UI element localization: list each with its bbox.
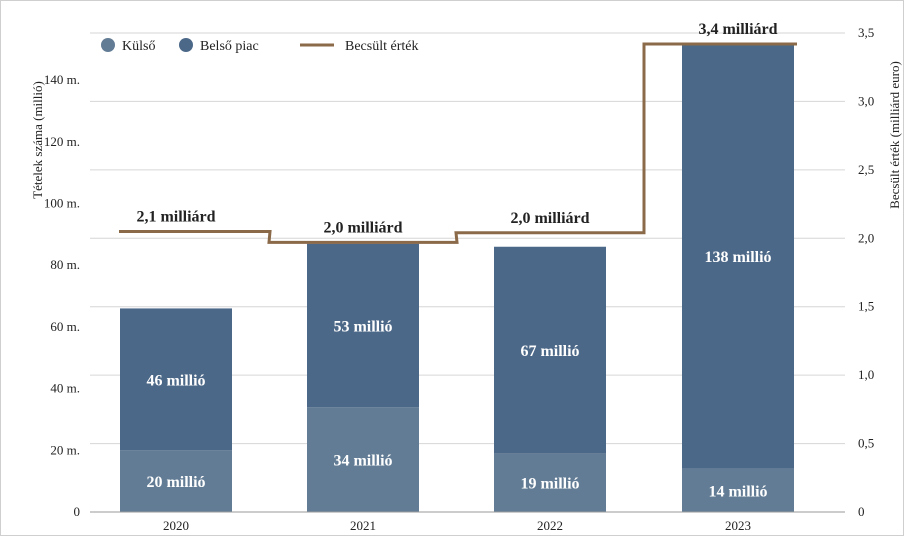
y-tick-label-left: 60 m. <box>50 319 80 334</box>
bar-segment <box>307 407 419 512</box>
x-tick-label: 2022 <box>537 518 563 533</box>
bar-segment <box>120 450 232 512</box>
y-tick-label-right: 3,0 <box>858 93 874 108</box>
line-value-label: 2,0 milliárd <box>510 210 589 227</box>
line-value-label: 2,0 milliárd <box>323 219 402 236</box>
bar-segment-label: 34 millió <box>333 453 392 470</box>
line-value-label: 2,1 milliárd <box>136 208 215 225</box>
y-tick-label-right: 1,5 <box>858 299 874 314</box>
legend-label-kulso: Külső <box>122 39 155 54</box>
bar-segment <box>682 43 794 469</box>
bars: 20 millió 46 millió 34 millió 53 millió 19 m… <box>120 43 794 512</box>
bar-segment-label: 53 millió <box>333 318 392 335</box>
bar-segment-label: 19 millió <box>520 476 579 493</box>
estimated-value-line: 2,1 milliárd 2,0 milliárd 2,0 milliárd 3,4 … <box>119 21 797 244</box>
bar-segment <box>682 468 794 512</box>
y-tick-label-left: 80 m. <box>50 257 80 272</box>
bar-segment-label: 138 millió <box>704 249 771 266</box>
bar-segment-label: 67 millió <box>520 343 579 360</box>
y-tick-label-left: 40 m. <box>50 381 80 396</box>
bar-segment-label: 20 millió <box>146 474 205 491</box>
estimated-value-step-line <box>119 42 797 244</box>
bar-segment <box>120 308 232 451</box>
bar-segment <box>494 453 606 512</box>
y-tick-label-left: 140 m. <box>44 72 80 87</box>
y-tick-label-left: 120 m. <box>44 134 80 149</box>
y-tick-label-right: 2,5 <box>858 162 874 177</box>
legend-marker-kulso <box>101 38 115 52</box>
x-tick-label: 2023 <box>725 518 751 533</box>
line-value-label: 3,4 milliárd <box>698 21 777 38</box>
y-tick-label-right: 3,5 <box>858 25 874 40</box>
x-tick-label: 2020 <box>163 518 189 533</box>
y-tick-label-right: 0,5 <box>858 436 874 451</box>
y-tick-label-left: 20 m. <box>50 442 80 457</box>
y-axis-title-right: Becsült érték (milliárd euro) <box>887 61 902 209</box>
y-tick-label-left: 100 m. <box>44 196 80 211</box>
y-tick-label-right: 0 <box>858 504 865 519</box>
y-axis-title-left: Tételek száma (millió) <box>30 81 45 199</box>
x-tick-label: 2021 <box>350 518 376 533</box>
y-tick-label-left: 0 <box>74 504 81 519</box>
y-tick-label-right: 2,0 <box>858 230 874 245</box>
bar-segment-label: 14 millió <box>708 483 767 500</box>
bar-segment <box>307 243 419 408</box>
axes: 0 20 m. 40 m. 60 m. 80 m. 100 m. 120 m. 140 m. 0… <box>44 25 874 533</box>
y-tick-label-right: 1,0 <box>858 367 874 382</box>
bar-segment <box>494 246 606 454</box>
legend: Külső Belső piac Becsült érték <box>101 38 418 54</box>
legend-label-belso-piac: Belső piac <box>200 39 259 54</box>
legend-label-becsult-ertek: Becsült érték <box>345 39 418 54</box>
bar-segment-label: 46 millió <box>146 372 205 389</box>
legend-marker-belso-piac <box>179 38 193 52</box>
